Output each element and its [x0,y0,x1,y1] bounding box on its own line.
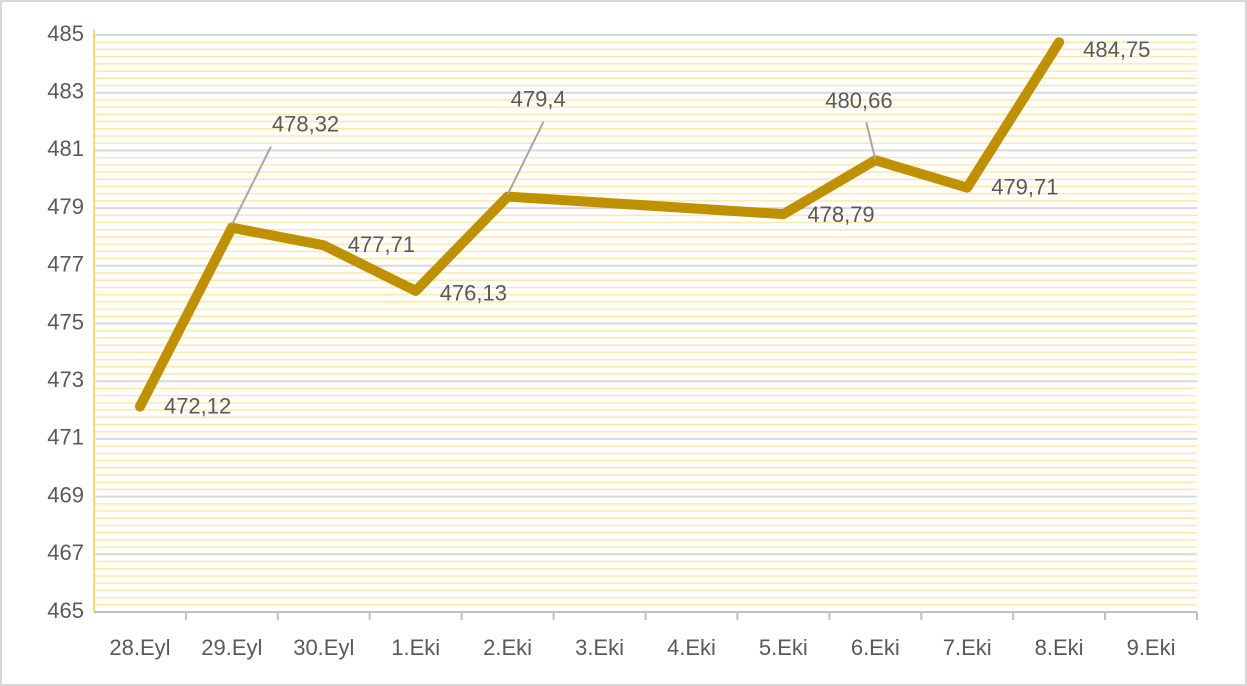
plot-area [134,37,1065,412]
y-tick-label: 479 [47,194,84,219]
data-label: 478,32 [272,112,339,137]
y-tick-label: 477 [47,252,84,277]
y-tick-label: 483 [47,79,84,104]
x-tick-label: 1.Eki [391,635,440,660]
leader-line [865,121,877,160]
data-label: 472,12 [164,393,231,418]
x-tick-label: 30.Eyl [293,635,354,660]
x-tick-label: 3.Eki [575,635,624,660]
y-tick-label: 481 [47,136,84,161]
leader-line [506,121,545,196]
x-tick-label: 9.Eki [1127,635,1176,660]
x-tick-label: 8.Eki [1035,635,1084,660]
leader-line [230,146,272,226]
data-label: 480,66 [825,88,892,113]
y-tick-label: 467 [47,540,84,565]
data-label: 477,71 [348,232,415,257]
x-tick-label: 29.Eyl [201,635,262,660]
y-tick-label: 485 [47,21,84,46]
data-label: 479,4 [511,86,566,111]
data-label: 479,71 [991,174,1058,199]
line [134,37,1065,412]
x-tick-label: 5.Eki [759,635,808,660]
y-tick-label: 465 [47,598,84,623]
y-tick-label: 471 [47,425,84,450]
data-label: 478,79 [807,202,874,227]
y-tick-label: 469 [47,482,84,507]
x-tick-label: 7.Eki [943,635,992,660]
data-label: 484,75 [1083,37,1150,62]
x-tick-label: 2.Eki [483,635,532,660]
data-label: 476,13 [440,281,507,306]
x-tick-label: 4.Eki [667,635,716,660]
x-tick-label: 28.Eyl [109,635,170,660]
x-tick-label: 6.Eki [851,635,900,660]
y-tick-label: 475 [47,309,84,334]
y-tick-label: 473 [47,367,84,392]
